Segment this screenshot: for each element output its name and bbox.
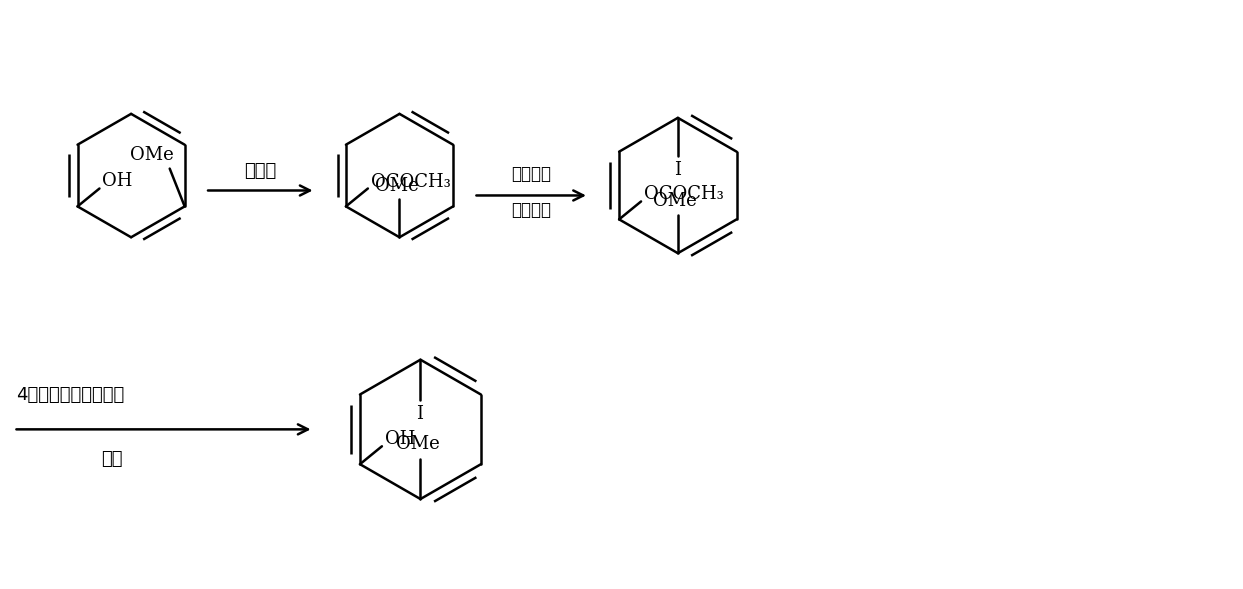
Text: 乙酰氯: 乙酰氯 [244,161,276,180]
Text: 二氯甲烷: 二氯甲烷 [511,201,551,219]
Text: 4当量氢氧化钠水溶液: 4当量氢氧化钠水溶液 [16,386,124,403]
Text: OMe: OMe [653,193,696,210]
Text: OMe: OMe [374,177,419,194]
Text: 一氯化碘: 一氯化碘 [511,164,551,183]
Text: I: I [416,405,424,423]
Text: 回流: 回流 [101,450,123,468]
Text: I: I [674,161,681,178]
Text: OMe: OMe [395,435,439,454]
Text: OCOCH₃: OCOCH₃ [370,173,451,190]
Text: OCOCH₃: OCOCH₃ [644,186,723,203]
Text: OH: OH [385,431,415,448]
Text: OMe: OMe [129,145,174,164]
Text: OH: OH [102,171,133,190]
